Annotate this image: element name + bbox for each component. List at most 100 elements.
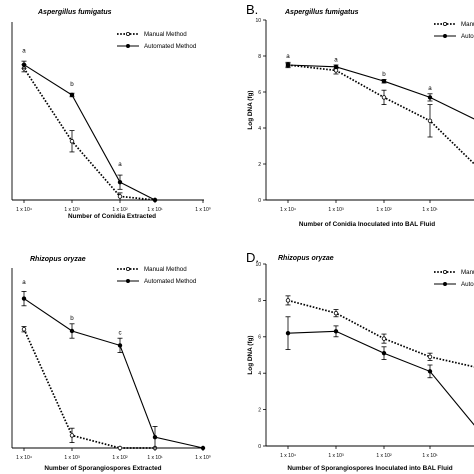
data-point-manual [427, 118, 433, 123]
data-point-manual [117, 445, 123, 451]
legend-marker [126, 278, 131, 283]
significance-label: a [334, 56, 338, 63]
x-tick-label: 1 x 10⁴ [16, 455, 32, 461]
y-axis-label: Log DNA (fg) [247, 335, 254, 374]
data-point-automated [69, 328, 75, 334]
legend-marker [126, 266, 131, 271]
panel-letter: B. [246, 2, 258, 17]
series-line-automated [23, 298, 204, 449]
legend-marker [126, 44, 131, 49]
x-tick-label: 1 x 10⁴ [280, 453, 296, 459]
chart-title: Aspergillus fumigatus [37, 9, 112, 16]
y-axis-label: Log DNA (fg) [247, 90, 254, 129]
x-tick-label: 1 x 10² [112, 455, 128, 461]
x-tick-label: 1 x 10¹ [147, 207, 163, 213]
significance-label: a [428, 85, 432, 92]
y-tick-label: 6 [258, 335, 261, 341]
y-tick-label: 10 [255, 18, 261, 24]
significance-label: b [70, 81, 74, 88]
data-point-manual [69, 139, 75, 144]
x-tick-label: 1 x 10¹ [422, 207, 438, 213]
series-line-automated [287, 64, 474, 120]
data-point-manual [69, 433, 75, 438]
y-tick-label: 0 [258, 444, 261, 450]
data-point-manual [21, 327, 27, 332]
significance-label: a [286, 53, 290, 60]
significance-label: b [382, 71, 386, 78]
legend-label: Manual M [461, 269, 474, 276]
legend-marker [442, 269, 447, 274]
y-tick-label: 8 [258, 54, 261, 60]
legend-marker [126, 32, 131, 37]
x-tick-label: 1 x 10⁰ [195, 455, 211, 461]
data-point-manual [285, 298, 291, 303]
x-axis-label: Number of Sporangiospores Inoculated int… [287, 465, 452, 472]
data-point-automated [69, 92, 75, 98]
data-point-automated [117, 343, 123, 348]
data-point-automated [381, 350, 387, 356]
data-point-automated [152, 435, 158, 440]
x-tick-label: 1 x 10² [376, 453, 392, 459]
series-line-automated [287, 330, 474, 426]
y-tick-label: 0 [258, 198, 261, 204]
data-point-automated [152, 197, 158, 203]
legend-label: Manual Method [144, 266, 187, 273]
data-point-manual [381, 336, 387, 341]
data-point-automated [427, 369, 433, 374]
x-axis-label: Number of Conidia Extracted [68, 213, 156, 220]
x-tick-label: 1 x 10¹ [422, 453, 438, 459]
significance-label: a [22, 47, 26, 54]
significance-label: b [70, 315, 74, 322]
data-point-manual [381, 95, 387, 100]
x-axis-label: Number of Sporangiospores Extracted [44, 465, 161, 472]
y-tick-label: 2 [258, 407, 261, 413]
data-point-automated [333, 329, 339, 334]
legend-label: Automated M [461, 33, 474, 40]
x-tick-label: 1 x 10⁴ [280, 207, 296, 213]
legend-label: Automated Method [144, 278, 197, 285]
data-point-automated [117, 179, 123, 185]
data-point-manual [333, 310, 339, 316]
y-tick-label: 8 [258, 298, 261, 304]
data-point-automated [200, 445, 206, 451]
legend-marker [442, 281, 447, 286]
x-tick-label: 1 x 10¹ [147, 455, 163, 461]
legend-marker [442, 21, 447, 26]
y-tick-label: 2 [258, 162, 261, 168]
series-line-manual [23, 67, 156, 201]
y-tick-label: 4 [258, 126, 261, 132]
significance-label: a [22, 279, 26, 286]
legend-label: Manual Method [144, 31, 187, 38]
x-tick-label: 1 x 10³ [328, 453, 344, 459]
x-tick-label: 1 x 10⁰ [195, 207, 211, 213]
chart-title: Rhizopus oryzae [278, 255, 334, 262]
x-axis-label: Number of Conidia Inoculated into BAL Fl… [299, 221, 435, 228]
data-point-automated [427, 95, 433, 100]
x-tick-label: 1 x 10³ [64, 455, 80, 461]
data-point-manual [117, 194, 123, 199]
data-point-automated [333, 64, 339, 69]
x-tick-label: 1 x 10² [112, 207, 128, 213]
y-tick-label: 6 [258, 90, 261, 96]
x-tick-label: 1 x 10³ [328, 207, 344, 213]
panel-letter: D. [246, 250, 259, 265]
series-line-manual [23, 328, 155, 449]
x-tick-label: 1 x 10⁴ [16, 207, 32, 213]
data-point-manual [333, 68, 339, 73]
data-point-automated [285, 330, 291, 336]
legend-label: Automated Method [144, 43, 197, 50]
chart-title: Aspergillus fumigatus [284, 9, 359, 16]
legend-label: Manual Me [461, 21, 474, 28]
data-point-automated [285, 62, 291, 68]
data-point-automated [381, 78, 387, 84]
significance-label: c [118, 330, 121, 337]
series-line-manual [287, 299, 474, 368]
x-tick-label: 1 x 10³ [64, 207, 80, 213]
data-point-manual [427, 354, 433, 360]
data-point-automated [21, 296, 27, 301]
legend-marker [442, 34, 447, 39]
series-line-automated [23, 64, 156, 201]
significance-label: a [118, 161, 122, 168]
y-tick-label: 10 [255, 262, 261, 268]
